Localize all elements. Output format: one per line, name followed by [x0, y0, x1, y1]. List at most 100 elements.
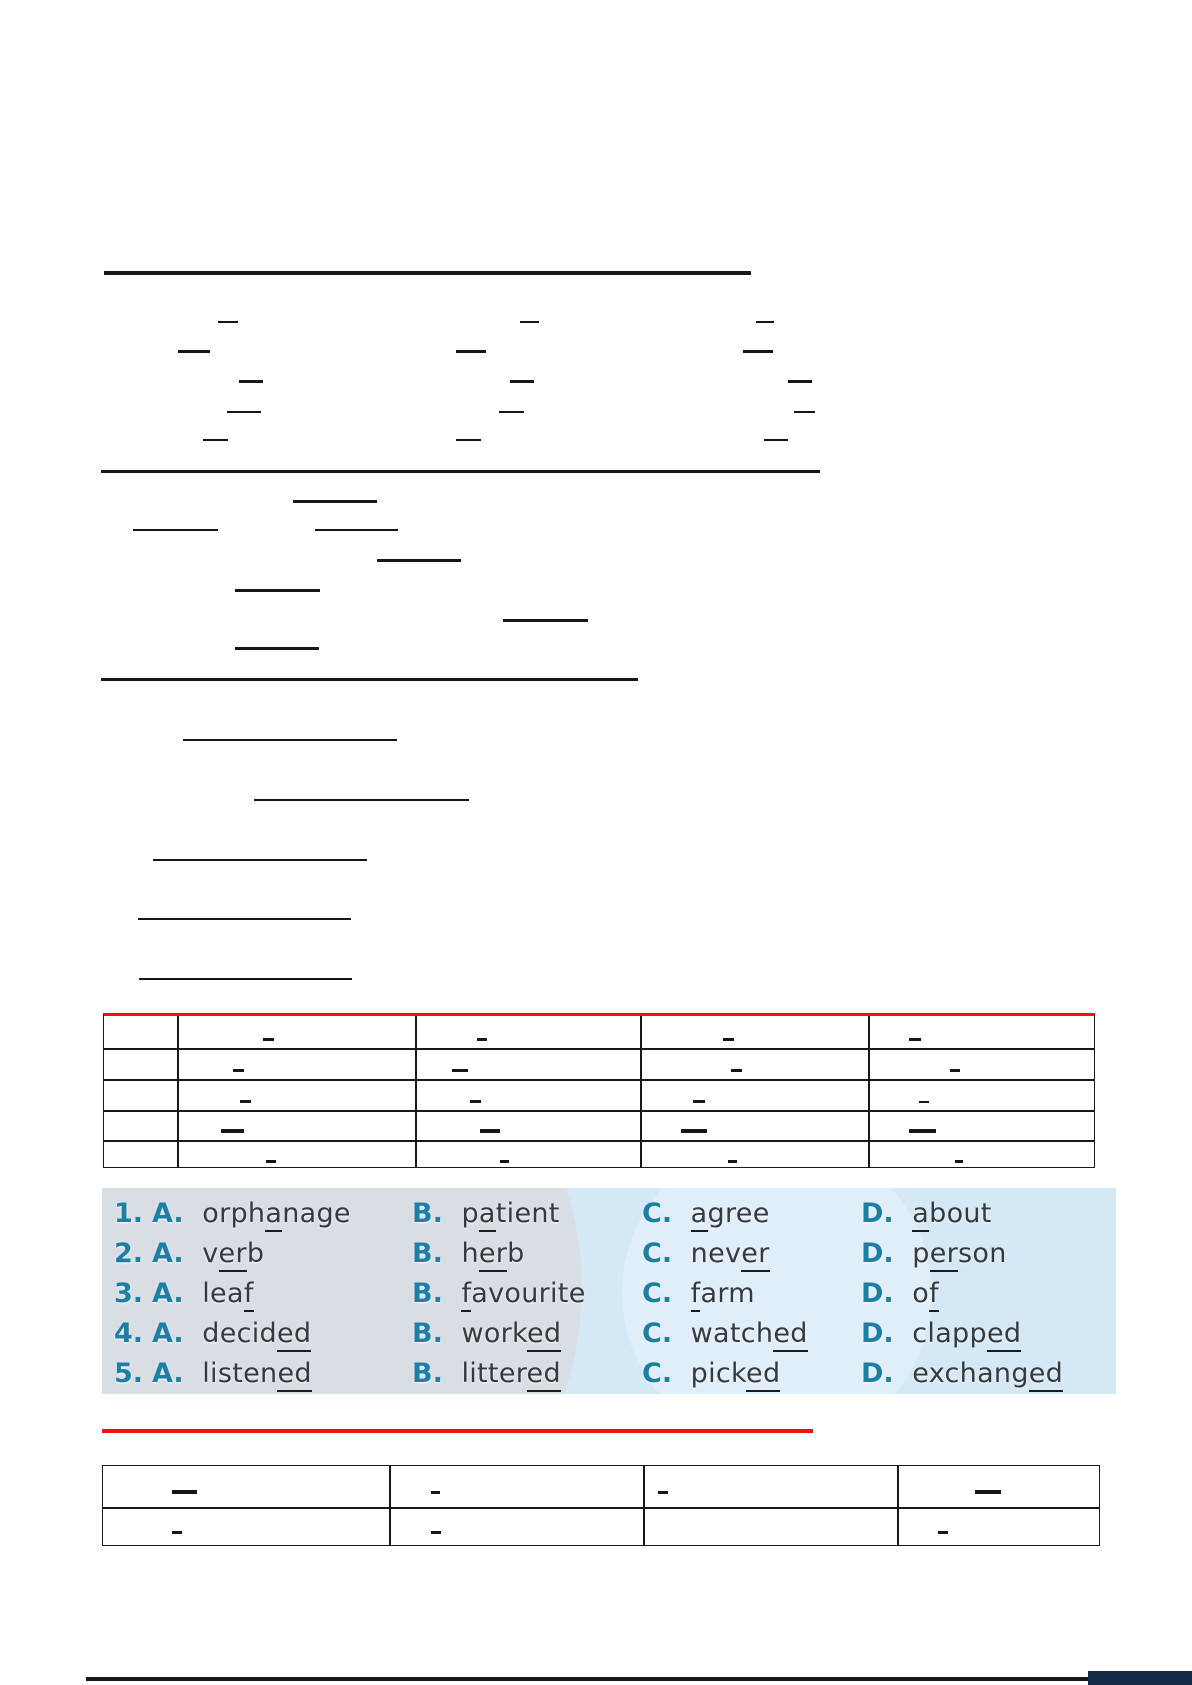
underline-mark	[172, 1531, 182, 1534]
table-row-border	[104, 1140, 1094, 1142]
underline-mark	[503, 619, 588, 622]
answer-option: C. watched	[642, 1314, 808, 1354]
underline-mark	[254, 799, 469, 801]
option-word: of	[912, 1278, 939, 1312]
answer-option: D. clapped	[861, 1314, 1022, 1354]
underline-mark	[909, 1129, 936, 1133]
underline-mark	[431, 1531, 441, 1534]
underline-mark	[315, 529, 398, 531]
option-letter: D.	[861, 1358, 894, 1389]
underline-mark	[138, 918, 351, 920]
underline-mark	[377, 559, 461, 562]
underline-mark	[456, 439, 481, 441]
underline-mark	[520, 321, 539, 323]
underline-mark	[950, 1069, 960, 1072]
option-word: verb	[202, 1238, 264, 1272]
question-number: 4.	[114, 1318, 144, 1349]
panel-watermark-circle-left	[102, 1188, 582, 1394]
table-column-border	[868, 1016, 870, 1167]
answer-option: C. never	[642, 1234, 770, 1274]
option-word: herb	[461, 1238, 524, 1272]
option-letter: C.	[642, 1238, 673, 1269]
option-word: about	[912, 1198, 991, 1232]
underline-mark	[183, 739, 397, 741]
phonics-question-row: 1. A. orphanage B. patient C. agree D. about	[102, 1194, 1116, 1234]
underline-mark	[431, 1491, 440, 1494]
underline-mark	[263, 1038, 274, 1041]
panel-watermark-circle-right	[622, 1188, 932, 1394]
answer-option: B. herb	[412, 1234, 525, 1274]
option-letter: A.	[152, 1318, 184, 1349]
underline-mark	[764, 439, 788, 441]
table-column-border	[177, 1016, 179, 1167]
underline-mark	[743, 350, 773, 353]
answer-option: C. farm	[642, 1274, 755, 1314]
table-column-border	[640, 1016, 642, 1167]
underline-mark	[909, 1038, 921, 1041]
footer-rule	[86, 1677, 1192, 1681]
phonics-question-row: 3. A. leaf B. favourite C. farm D. of	[102, 1274, 1116, 1314]
answer-option: B. worked	[412, 1314, 562, 1354]
option-letter: C.	[642, 1358, 673, 1389]
option-letter: B.	[412, 1358, 443, 1389]
underline-mark	[240, 1100, 251, 1103]
underline-mark	[681, 1129, 707, 1133]
table-column-border	[415, 1016, 417, 1167]
underline-mark	[794, 411, 815, 413]
option-word: worked	[461, 1318, 562, 1352]
underline-mark	[221, 1129, 244, 1133]
answer-grid-table	[103, 1013, 1095, 1168]
underline-mark	[728, 1160, 737, 1163]
table-column-border	[643, 1466, 645, 1545]
underline-mark	[239, 380, 263, 383]
option-letter: B.	[412, 1238, 443, 1269]
option-letter: A.	[152, 1238, 184, 1269]
option-word: clapped	[912, 1318, 1022, 1352]
option-letter: D.	[861, 1198, 894, 1229]
phonics-question-row: 2. A. verb B. herb C. never D. person	[102, 1234, 1116, 1274]
underline-mark	[153, 859, 367, 861]
option-word: never	[691, 1238, 770, 1272]
underline-mark	[975, 1490, 1001, 1494]
answer-option: C. agree	[642, 1194, 770, 1234]
phonics-question-row: 5. A. listened B. littered C. picked D. exch…	[102, 1354, 1116, 1394]
underline-mark	[510, 380, 534, 383]
answer-option: D. about	[861, 1194, 992, 1234]
table-column-border	[389, 1466, 391, 1545]
option-word: orphanage	[202, 1198, 351, 1232]
underline-mark	[172, 1490, 197, 1494]
table-column-border	[897, 1466, 899, 1545]
answer-option: D. person	[861, 1234, 1007, 1274]
option-letter: D.	[861, 1318, 894, 1349]
option-letter: C.	[642, 1318, 673, 1349]
option-word: exchanged	[912, 1358, 1064, 1392]
option-letter: A.	[152, 1278, 184, 1309]
option-word: favourite	[461, 1278, 585, 1312]
answer-option: A. orphanage	[152, 1194, 351, 1234]
table-row-border	[104, 1110, 1094, 1112]
underline-mark	[919, 1101, 929, 1103]
option-letter: A.	[152, 1358, 184, 1389]
option-word: decided	[202, 1318, 312, 1352]
underline-mark	[693, 1100, 705, 1103]
question-number: 2.	[114, 1238, 144, 1269]
option-letter: C.	[642, 1198, 673, 1229]
underline-mark	[452, 1069, 468, 1072]
underline-mark	[477, 1038, 487, 1041]
question-number: 1.	[114, 1198, 144, 1229]
summary-table	[102, 1465, 1100, 1546]
table-row-border	[104, 1048, 1094, 1050]
red-divider	[102, 1429, 813, 1433]
underline-mark	[456, 350, 486, 353]
section-rule-top	[104, 271, 751, 275]
answer-option: D. of	[861, 1274, 939, 1314]
option-word: littered	[461, 1358, 561, 1392]
underline-mark	[756, 321, 774, 323]
underline-mark	[658, 1491, 668, 1494]
answer-option: A. listened	[152, 1354, 312, 1394]
option-word: picked	[691, 1358, 781, 1392]
answer-option: D. exchanged	[861, 1354, 1064, 1394]
underline-mark	[480, 1129, 500, 1133]
underline-mark	[218, 321, 238, 323]
